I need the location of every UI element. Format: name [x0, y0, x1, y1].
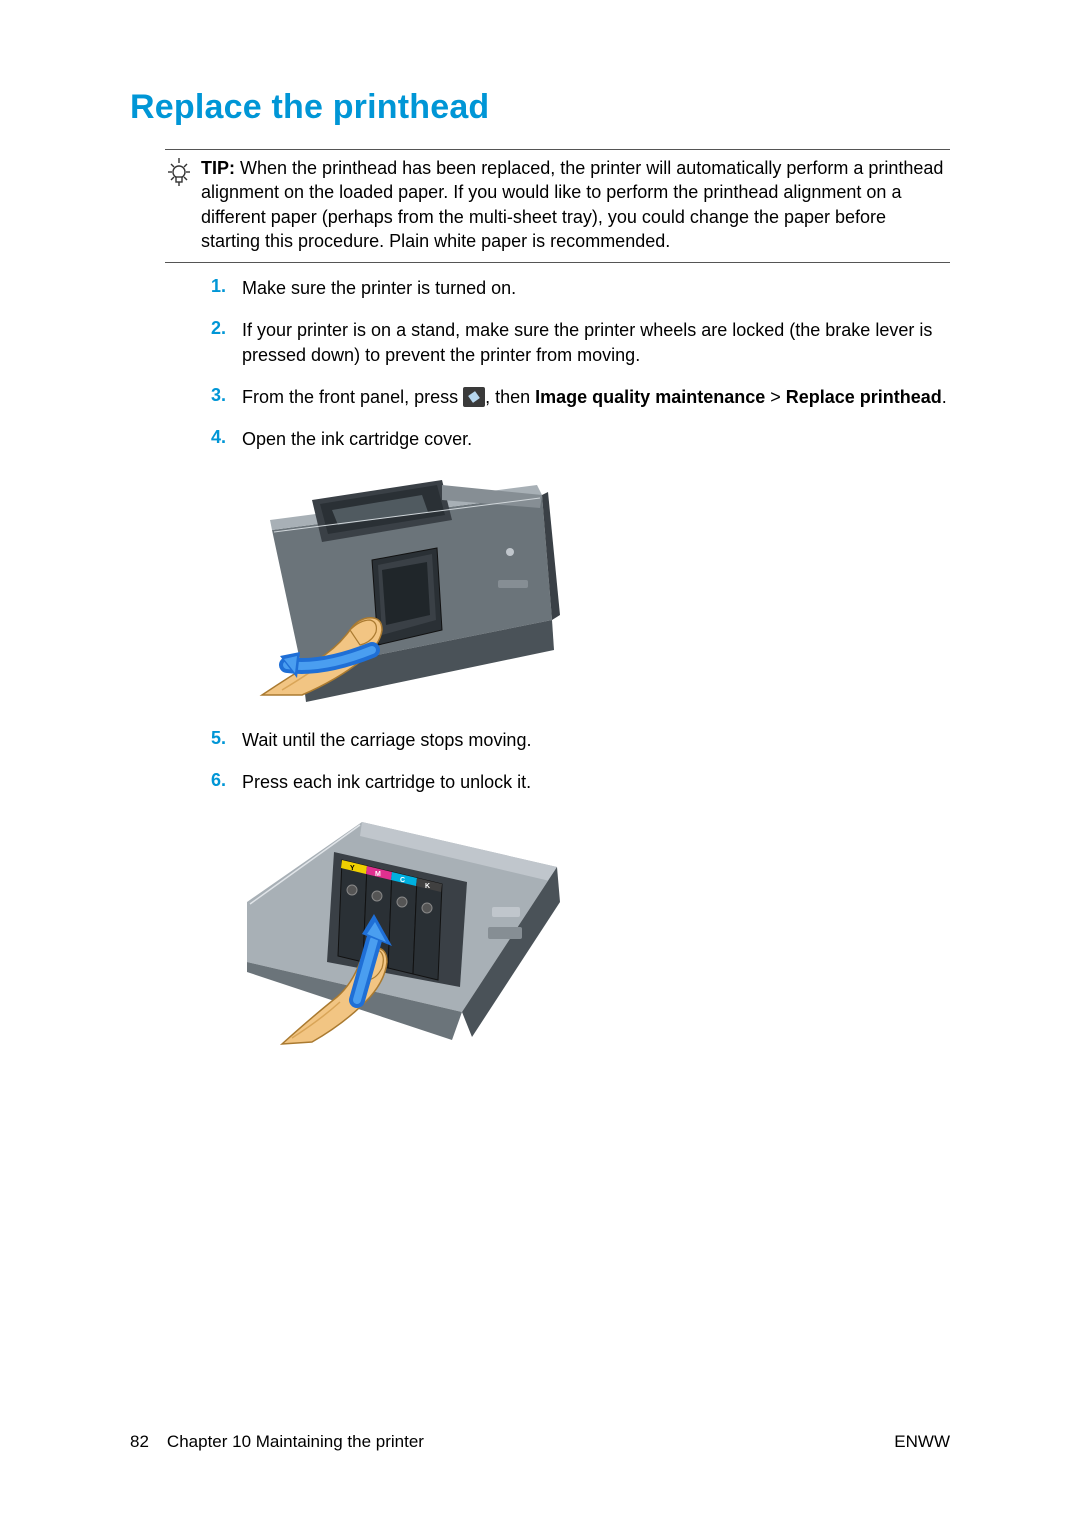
svg-text:M: M: [375, 871, 381, 878]
step-num: 5.: [200, 728, 226, 749]
tip-label: TIP:: [201, 158, 235, 178]
step-num: 6.: [200, 770, 226, 791]
illustration-open-cover: [242, 470, 950, 710]
page-footer: 82 Chapter 10 Maintaining the printer EN…: [130, 1432, 950, 1452]
step-num: 2.: [200, 318, 226, 339]
step-text: If your printer is on a stand, make sure…: [242, 318, 950, 367]
step-text: From the front panel, press , then Image…: [242, 385, 947, 409]
svg-text:K: K: [425, 883, 430, 890]
lang-code: ENWW: [894, 1432, 950, 1452]
steps-list: 1. Make sure the printer is turned on. 2…: [200, 276, 950, 451]
step-text: Press each ink cartridge to unlock it.: [242, 770, 531, 794]
step-5: 5. Wait until the carriage stops moving.: [200, 728, 950, 752]
illustration-press-cartridge: Y M C K: [242, 812, 950, 1052]
step-4: 4. Open the ink cartridge cover.: [200, 427, 950, 451]
step-text: Wait until the carriage stops moving.: [242, 728, 531, 752]
chapter-title: Chapter 10 Maintaining the printer: [167, 1432, 424, 1452]
steps-list-2: 5. Wait until the carriage stops moving.…: [200, 728, 950, 795]
step-2: 2. If your printer is on a stand, make s…: [200, 318, 950, 367]
step-6: 6. Press each ink cartridge to unlock it…: [200, 770, 950, 794]
step-3: 3. From the front panel, press , then Im…: [200, 385, 950, 409]
step-text: Make sure the printer is turned on.: [242, 276, 516, 300]
wrench-icon: [463, 387, 485, 407]
page-number: 82: [130, 1432, 149, 1452]
tip-icon: [165, 156, 193, 188]
step-1: 1. Make sure the printer is turned on.: [200, 276, 950, 300]
step-num: 3.: [200, 385, 226, 406]
step-text: Open the ink cartridge cover.: [242, 427, 472, 451]
tip-block: TIP: When the printhead has been replace…: [165, 149, 950, 263]
svg-text:Y: Y: [350, 865, 355, 872]
tip-text: TIP: When the printhead has been replace…: [201, 156, 950, 253]
page-heading: Replace the printhead: [130, 88, 950, 127]
step-num: 4.: [200, 427, 226, 448]
step-num: 1.: [200, 276, 226, 297]
svg-text:C: C: [400, 877, 405, 884]
tip-body: When the printhead has been replaced, th…: [201, 158, 943, 251]
